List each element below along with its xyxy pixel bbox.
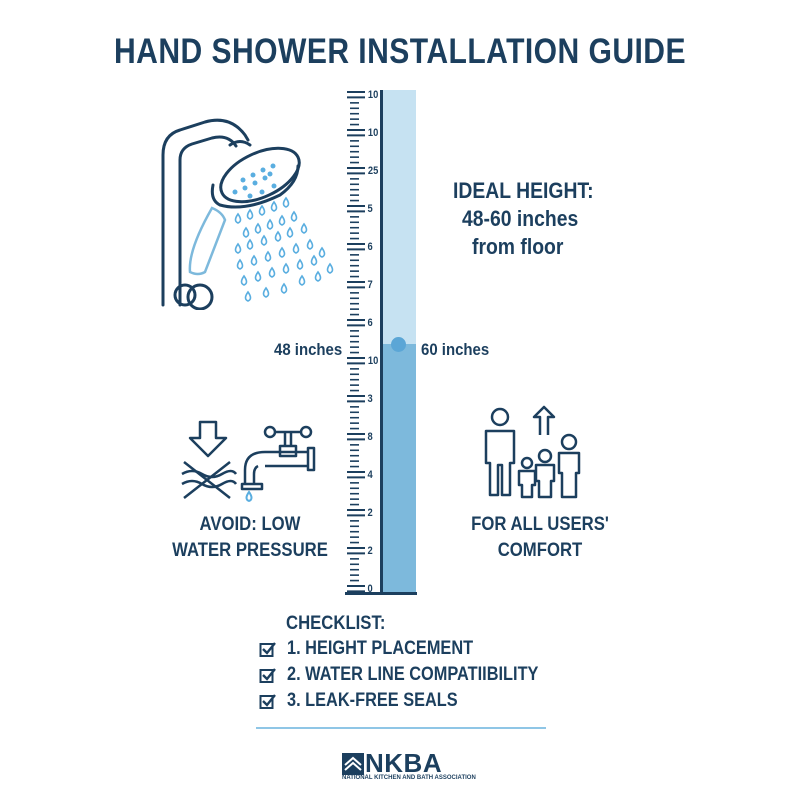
checklist-item: 1. HEIGHT PLACEMENT xyxy=(259,636,579,662)
page-title: HAND SHOWER INSTALLATION GUIDE xyxy=(114,32,686,71)
water-drop xyxy=(296,258,304,270)
avoid-line2: WATER PRESSURE xyxy=(172,540,328,561)
water-drop xyxy=(266,218,274,230)
water-drop xyxy=(274,230,282,242)
water-drop xyxy=(326,262,334,274)
water-drop xyxy=(258,204,266,216)
checklist: 1. HEIGHT PLACEMENT 2. WATER LINE COMPATI… xyxy=(259,636,579,714)
water-drop xyxy=(282,262,290,274)
water-drop xyxy=(314,270,322,282)
water-drop xyxy=(246,208,254,220)
ruler-label: 25 xyxy=(367,165,379,177)
ruler-label: 8 xyxy=(367,431,373,443)
left-marker-label: 48 inches xyxy=(274,340,343,359)
water-drop xyxy=(234,212,242,224)
water-drop xyxy=(300,222,308,234)
faucet-icon xyxy=(240,425,316,502)
water-drop xyxy=(290,210,298,222)
gauge-base-line xyxy=(345,592,417,595)
right-marker-label: 60 inches xyxy=(421,340,490,359)
water-drop xyxy=(270,200,278,212)
height-gauge-tube xyxy=(382,90,416,592)
water-drop xyxy=(242,226,250,238)
checklist-item-label: 3. LEAK-FREE SEALS xyxy=(287,690,458,711)
water-drop xyxy=(236,258,244,270)
water-drop xyxy=(306,238,314,250)
family-icon xyxy=(484,405,581,499)
water-drop xyxy=(318,246,326,258)
water-drop xyxy=(244,290,252,302)
water-drop xyxy=(264,250,272,262)
water-drop xyxy=(254,222,262,234)
ruler-labels: 10 10 25 5 6 7 6 10 3 8 4 2 2 0 xyxy=(367,0,381,800)
water-drop xyxy=(298,274,306,286)
ideal-height-suffix: from floor xyxy=(472,234,564,259)
ruler-label: 4 xyxy=(367,469,373,481)
nkba-tagline: NATIONAL KITCHEN AND BATH ASSOCIATION xyxy=(342,775,476,781)
checklist-item-label: 2. WATER LINE COMPATIIBILITY xyxy=(287,664,539,685)
checkbox-icon[interactable] xyxy=(259,693,277,710)
water-drop xyxy=(234,242,242,254)
users-line2: COMFORT xyxy=(497,540,583,561)
low-pressure-icon xyxy=(181,420,238,499)
shower-head-icon xyxy=(161,118,334,310)
ruler-label: 10 xyxy=(367,355,379,367)
arrow-up-icon xyxy=(532,405,556,435)
water-drop xyxy=(286,226,294,238)
water-drop xyxy=(268,266,276,278)
water-drop xyxy=(254,270,262,282)
water-drop xyxy=(250,254,258,266)
ruler-label: 5 xyxy=(367,203,373,215)
water-drop xyxy=(278,246,286,258)
height-marker-dot[interactable] xyxy=(391,336,406,352)
users-line1: FOR ALL USERS' xyxy=(471,514,609,535)
height-gauge-fill xyxy=(382,343,416,592)
checklist-item: 3. LEAK-FREE SEALS xyxy=(259,688,579,714)
checklist-item: 2. WATER LINE COMPATIIBILITY xyxy=(259,662,579,688)
ruler-label: 2 xyxy=(367,507,373,519)
ideal-height-range: 48-60 inches xyxy=(462,206,579,231)
water-drop xyxy=(282,196,290,208)
water-drop xyxy=(240,274,248,286)
avoid-line1: AVOID: LOW xyxy=(199,514,301,535)
nkba-wordmark: NKBA xyxy=(365,748,443,778)
water-drop xyxy=(280,282,288,294)
water-drops-icon xyxy=(234,196,334,302)
water-drop xyxy=(262,286,270,298)
ruler-ticks xyxy=(347,91,365,593)
ruler-label: 7 xyxy=(367,279,373,291)
ruler-label: 3 xyxy=(367,393,373,405)
ruler-label: 0 xyxy=(367,583,373,595)
ideal-height-heading: IDEAL HEIGHT: xyxy=(453,178,594,203)
gauge-axis-line xyxy=(380,90,383,593)
water-drop xyxy=(278,214,286,226)
checkbox-icon[interactable] xyxy=(259,667,277,684)
nkba-logo-icon xyxy=(342,752,364,775)
checkbox-icon[interactable] xyxy=(259,641,277,658)
ruler-label: 10 xyxy=(367,89,379,101)
water-drop xyxy=(260,234,268,246)
water-drop xyxy=(292,242,300,254)
ruler-label: 6 xyxy=(367,317,373,329)
checklist-heading: CHECKLIST: xyxy=(286,613,386,634)
ruler-label: 6 xyxy=(367,241,373,253)
water-drop xyxy=(246,238,254,250)
ruler-label: 10 xyxy=(367,127,379,139)
checklist-item-label: 1. HEIGHT PLACEMENT xyxy=(287,638,474,659)
nkba-logo: NKBA xyxy=(342,748,442,779)
water-drop xyxy=(310,254,318,266)
ruler-label: 2 xyxy=(367,545,373,557)
divider xyxy=(256,727,546,729)
